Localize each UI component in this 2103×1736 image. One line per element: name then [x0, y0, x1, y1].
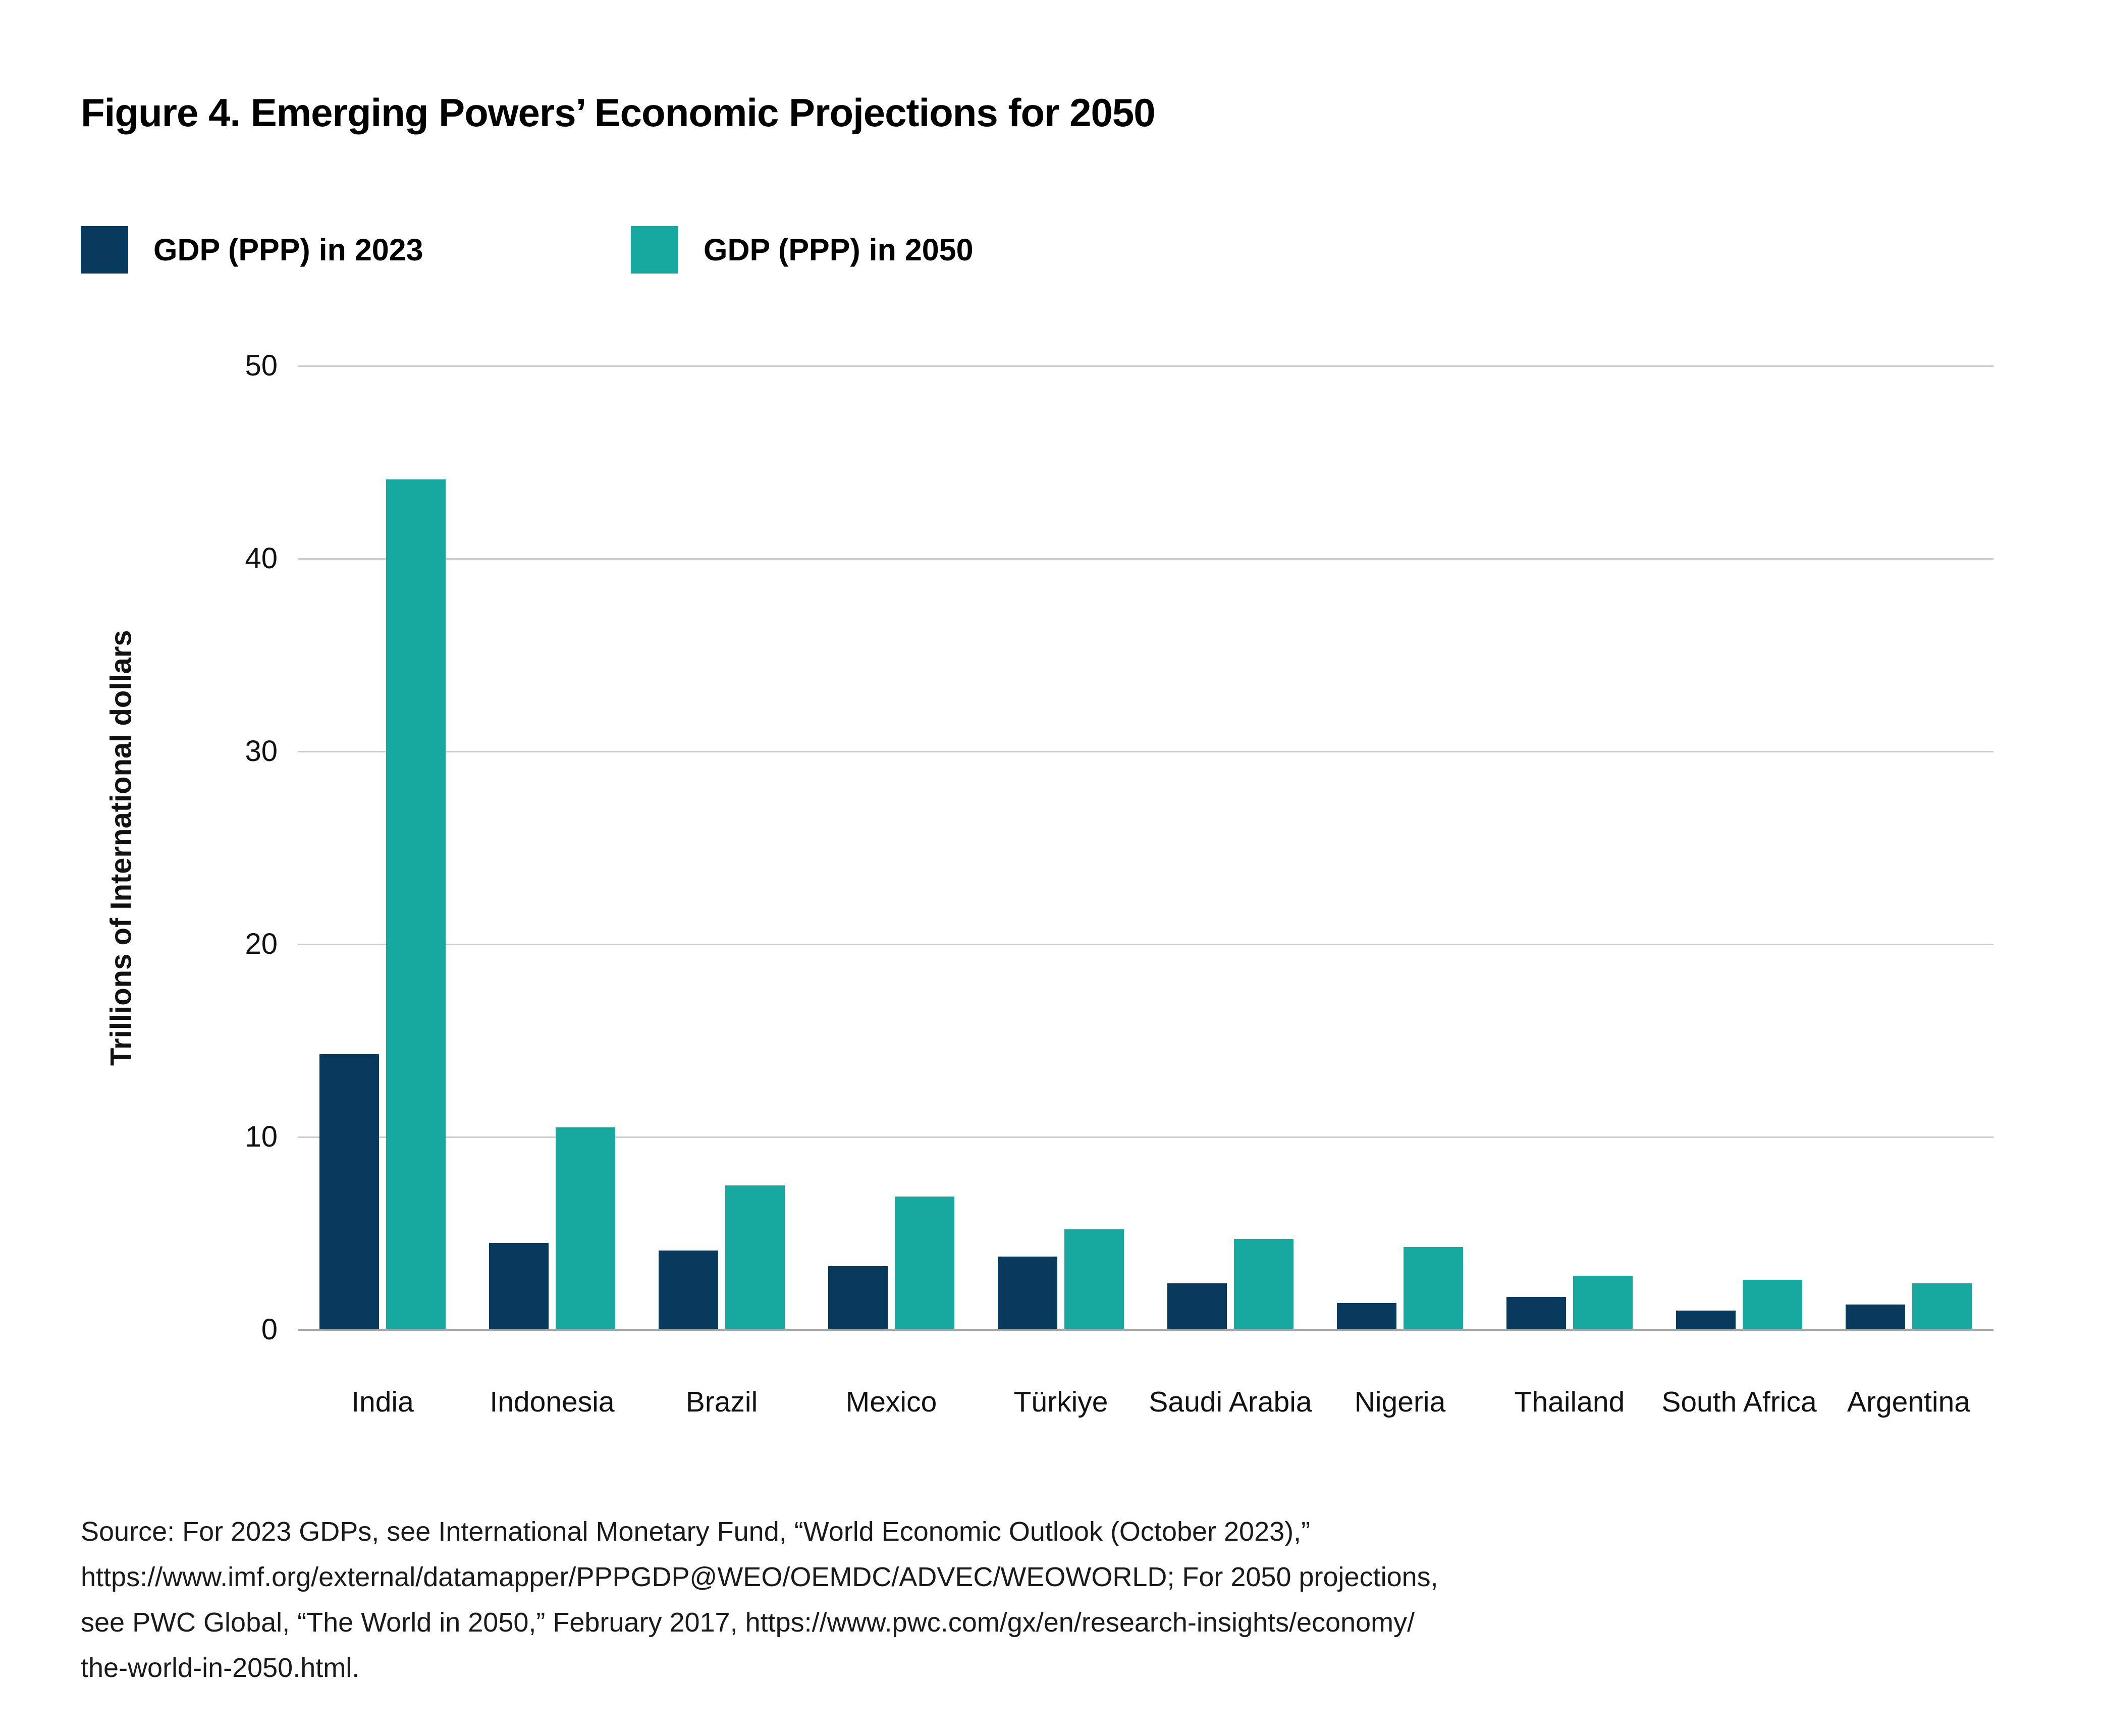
bar-indonesia-2050 — [556, 1127, 615, 1330]
bar-indonesia-2023 — [489, 1243, 549, 1330]
bar-south-africa-2023 — [1676, 1310, 1736, 1330]
x-axis-label-mexico: Mexico — [845, 1386, 937, 1418]
source-note: Source: For 2023 GDPs, see International… — [81, 1516, 2049, 1698]
source-line: the-world-in-2050.html. — [81, 1653, 360, 1683]
x-axis-line — [298, 1329, 1993, 1331]
gridline-20 — [298, 943, 1993, 945]
x-axis-label-south-africa: South Africa — [1661, 1386, 1817, 1418]
bar-thailand-2050 — [1573, 1276, 1633, 1330]
y-tick-label-30: 30 — [245, 735, 278, 768]
bar-nigeria-2050 — [1404, 1246, 1463, 1330]
source-line: https://www.imf.org/external/datamapper/… — [81, 1562, 1438, 1592]
legend-label-2050: GDP (PPP) in 2050 — [704, 233, 974, 267]
bar-saudi-arabia-2023 — [1167, 1283, 1227, 1330]
bar-brazil-2050 — [725, 1185, 785, 1330]
y-tick-label-20: 20 — [245, 928, 278, 960]
gridline-10 — [298, 1136, 1993, 1138]
y-tick-label-40: 40 — [245, 542, 278, 575]
legend-item-2023: GDP (PPP) in 2023 — [81, 226, 423, 274]
legend-swatch-2050 — [631, 226, 678, 274]
figure-title: Figure 4. Emerging Powers’ Economic Proj… — [81, 90, 1156, 135]
x-axis-label-brazil: Brazil — [685, 1386, 758, 1418]
bar-india-2023 — [319, 1054, 379, 1330]
bar-mexico-2050 — [895, 1197, 954, 1330]
x-axis-label-saudi-arabia: Saudi Arabia — [1149, 1386, 1312, 1418]
source-line: Source: For 2023 GDPs, see International… — [81, 1516, 1311, 1547]
gridline-50 — [298, 365, 1993, 367]
bar-south-africa-2050 — [1743, 1279, 1802, 1330]
source-line: see PWC Global, “The World in 2050,” Feb… — [81, 1607, 1415, 1638]
gridline-30 — [298, 750, 1993, 752]
gridline-40 — [298, 558, 1993, 560]
x-axis-label-thailand: Thailand — [1514, 1386, 1625, 1418]
legend-swatch-2023 — [81, 226, 128, 274]
bar-india-2050 — [386, 479, 446, 1330]
bar-thailand-2023 — [1506, 1297, 1566, 1330]
bar-türkiye-2050 — [1064, 1229, 1124, 1330]
y-tick-label-0: 0 — [261, 1313, 278, 1346]
legend-item-2050: GDP (PPP) in 2050 — [631, 226, 974, 274]
bar-saudi-arabia-2050 — [1234, 1239, 1293, 1330]
y-tick-label-50: 50 — [245, 349, 278, 382]
bar-türkiye-2023 — [998, 1256, 1057, 1330]
y-axis-title: Trillions of International dollars — [104, 630, 138, 1066]
bar-mexico-2023 — [828, 1266, 888, 1330]
x-axis-label-argentina: Argentina — [1847, 1386, 1970, 1418]
bar-argentina-2023 — [1846, 1305, 1905, 1330]
bar-argentina-2050 — [1912, 1283, 1972, 1330]
bar-nigeria-2023 — [1337, 1303, 1396, 1330]
plot-area: Trillions of International dollars 0 10 20… — [105, 351, 1993, 1418]
x-axis-label-india: India — [351, 1386, 414, 1418]
x-axis-label-türkiye: Türkiye — [1013, 1386, 1108, 1418]
x-axis-label-nigeria: Nigeria — [1354, 1386, 1446, 1418]
y-tick-label-10: 10 — [245, 1120, 278, 1153]
bar-brazil-2023 — [659, 1251, 718, 1330]
x-axis-label-indonesia: Indonesia — [490, 1386, 615, 1418]
legend-label-2023: GDP (PPP) in 2023 — [153, 233, 423, 267]
